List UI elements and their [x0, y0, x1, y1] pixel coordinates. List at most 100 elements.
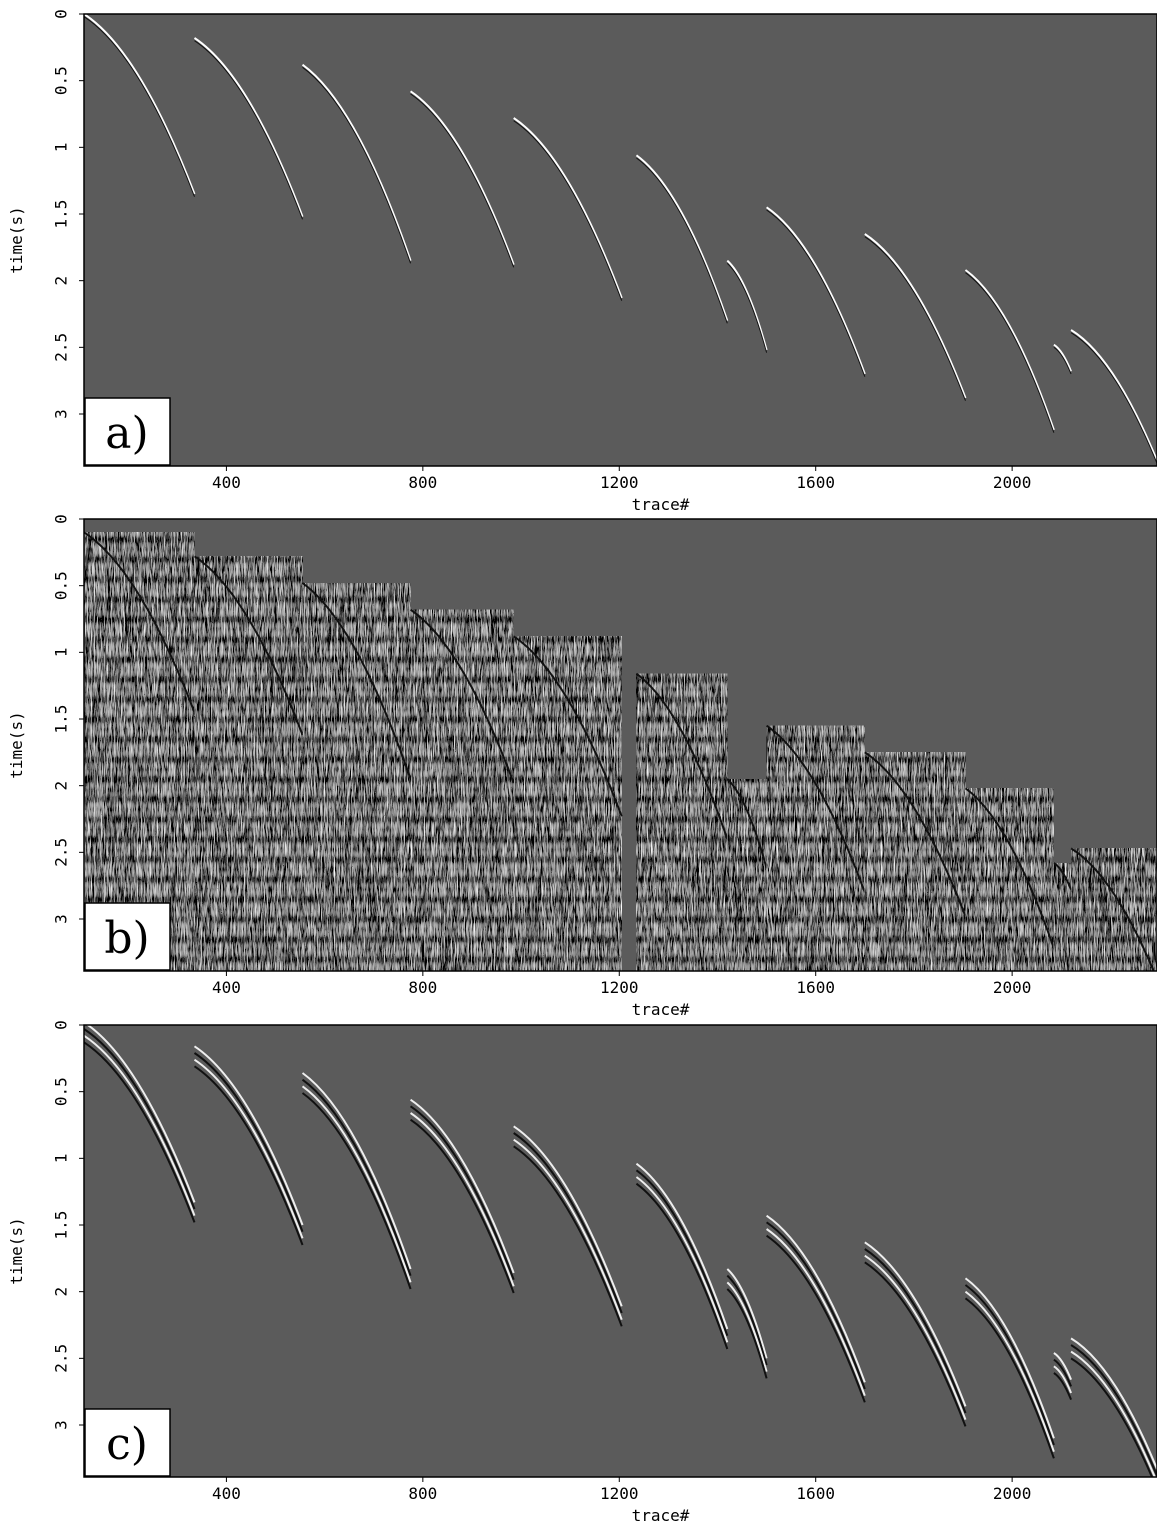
x-tick-label: 2000 [993, 978, 1032, 997]
x-axis-label: trace# [632, 1000, 690, 1019]
event [410, 1118, 515, 1294]
event [766, 1214, 866, 1383]
event [635, 672, 729, 840]
event [635, 1162, 729, 1330]
plot-background [84, 14, 1157, 466]
event [410, 1098, 515, 1274]
event [635, 154, 729, 321]
y-tick-label: 2.5 [52, 1344, 71, 1373]
panel-label-box [84, 397, 171, 466]
panel-label: c) [106, 1419, 148, 1470]
event [766, 209, 866, 377]
x-tick-label: 800 [408, 978, 437, 997]
noise-fill [410, 609, 514, 971]
event [635, 1176, 729, 1343]
event [1070, 1357, 1154, 1477]
event [1053, 1372, 1072, 1401]
event [1070, 1337, 1157, 1470]
event [302, 66, 412, 264]
x-axis-label: trace# [632, 1506, 690, 1525]
y-tick-label: 3 [52, 914, 71, 924]
x-tick-label: 2000 [993, 473, 1032, 492]
noise-fill [84, 532, 195, 971]
event [1070, 847, 1155, 971]
panel-label-box [84, 1408, 171, 1477]
event [766, 1228, 866, 1397]
y-axis-label: time(s) [7, 1217, 26, 1284]
y-tick-label: 2 [52, 276, 71, 286]
event [726, 262, 768, 353]
y-tick-label: 1.5 [52, 1211, 71, 1240]
x-tick-label: 1600 [796, 1484, 835, 1503]
noise-fill [1053, 863, 1072, 971]
event [1053, 1352, 1072, 1381]
y-tick-label: 3 [52, 1420, 71, 1430]
event [964, 1277, 1055, 1439]
event [635, 1169, 729, 1336]
plot-background [84, 1025, 1157, 1477]
noise-fill [636, 673, 728, 971]
noise-fill [766, 725, 865, 971]
event [193, 1065, 304, 1246]
event [766, 724, 866, 893]
x-tick-label: 800 [408, 473, 437, 492]
event [726, 1268, 768, 1359]
event [194, 40, 303, 220]
y-tick-label: 0.5 [52, 1077, 71, 1106]
panel: 400 800 1200 1600 2000 0 0.5 1 1.5 2 2.5 3 trace# tim… [7, 9, 1157, 514]
event [84, 1028, 196, 1210]
event [864, 1248, 967, 1414]
y-tick-label: 3 [52, 409, 71, 419]
event [1070, 1344, 1157, 1477]
event [1070, 329, 1157, 462]
event [84, 14, 196, 195]
event [301, 1092, 412, 1290]
x-tick-label: 1200 [600, 473, 639, 492]
x-tick-label: 400 [212, 473, 241, 492]
event [964, 1290, 1055, 1452]
panel: 400 800 1200 1600 2000 0 0.5 1 1.5 2 2.5 3 trace# tim… [7, 1020, 1157, 1525]
event [636, 157, 728, 324]
y-tick-label: 2 [52, 781, 71, 791]
event [410, 608, 515, 784]
event [193, 37, 304, 218]
seismic-image [84, 1025, 1157, 1477]
event [1053, 1358, 1072, 1387]
event [864, 1254, 967, 1421]
event [766, 1221, 866, 1390]
event [301, 63, 412, 261]
event [301, 582, 412, 780]
y-tick-label: 0 [52, 514, 71, 524]
event [864, 236, 966, 401]
plot-frame [83, 518, 1157, 972]
event [726, 1288, 768, 1379]
event [964, 1297, 1055, 1459]
panel: 400 800 1200 1600 2000 0 0.5 1 1.5 2 2.5 3 trace# tim… [7, 514, 1157, 1019]
event [1053, 1365, 1072, 1394]
event [864, 233, 967, 399]
plot-frame [83, 1024, 1157, 1478]
event [766, 1234, 866, 1403]
event [513, 635, 623, 817]
panel-label-box [84, 902, 171, 971]
noise-fill [864, 752, 966, 971]
x-axis-label: trace# [632, 495, 690, 514]
event [1053, 346, 1072, 375]
event [726, 259, 768, 351]
x-tick-label: 1200 [600, 978, 639, 997]
event [301, 1085, 412, 1283]
event [513, 120, 623, 301]
x-tick-label: 400 [212, 1484, 241, 1503]
event [635, 1182, 729, 1350]
x-tick-label: 1600 [796, 473, 835, 492]
x-tick-label: 1600 [796, 978, 835, 997]
noise-fill [1071, 848, 1157, 971]
panel-label: a) [105, 408, 148, 459]
event [726, 1274, 768, 1366]
y-tick-label: 0 [52, 9, 71, 19]
event [964, 1284, 1055, 1446]
event [964, 787, 1055, 949]
y-tick-label: 1 [52, 143, 71, 153]
event [1053, 862, 1072, 891]
